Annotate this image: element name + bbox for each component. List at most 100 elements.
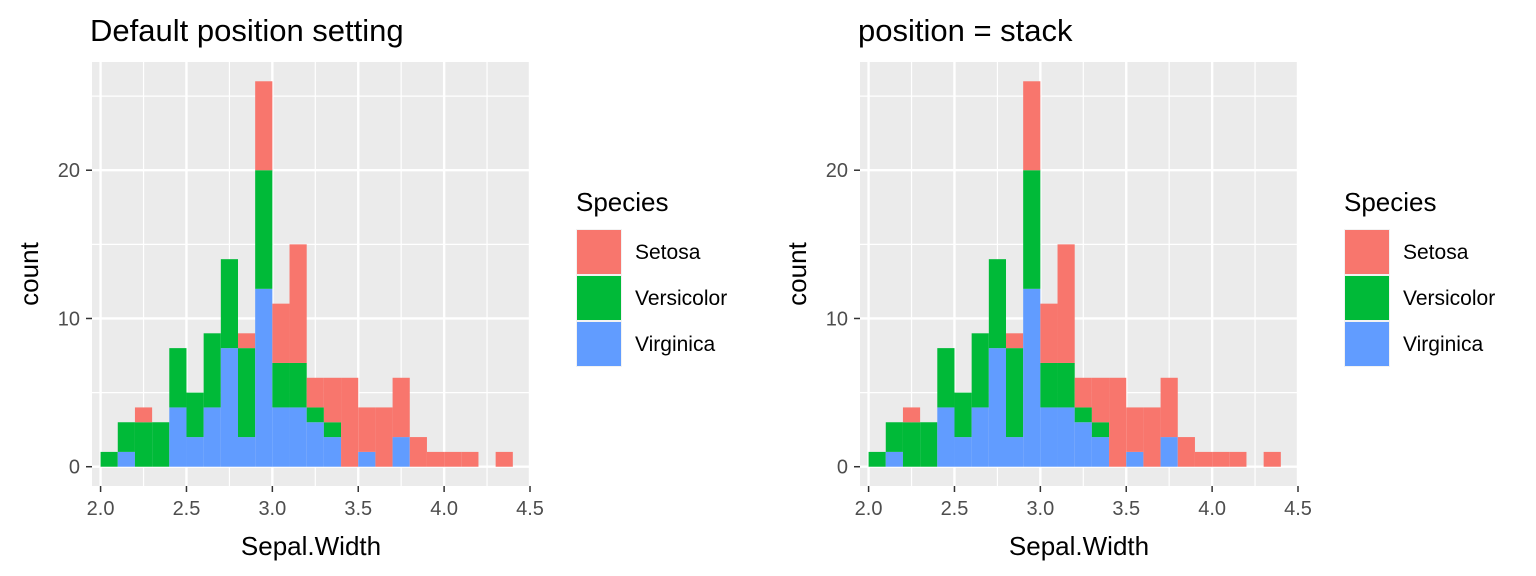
histogram-bar-virginica-3.1 bbox=[289, 407, 307, 467]
chart-title: position = stack bbox=[858, 13, 1073, 48]
legend-label-virginica: Virginica bbox=[635, 333, 715, 356]
histogram-bar-versicolor-2.4 bbox=[169, 348, 187, 408]
histogram-bar-versicolor-2.9 bbox=[1023, 170, 1041, 289]
histogram-bar-setosa-2.8 bbox=[1006, 333, 1024, 349]
y-tick-label: 10 bbox=[58, 308, 80, 330]
histogram-bar-setosa-3.8 bbox=[409, 437, 427, 467]
histogram-bar-setosa-3.4 bbox=[341, 377, 359, 467]
histogram-bar-virginica-2.4 bbox=[937, 407, 955, 467]
histogram-bar-versicolor-2.0 bbox=[868, 451, 886, 467]
histogram-bar-virginica-3.5 bbox=[1126, 451, 1144, 467]
histogram-bar-setosa-3.6 bbox=[1143, 407, 1161, 467]
histogram-bar-setosa-4.0 bbox=[1212, 451, 1230, 467]
histogram-bar-setosa-3.5 bbox=[358, 407, 376, 452]
histogram-bar-setosa-3.0 bbox=[272, 303, 290, 363]
histogram-bar-versicolor-3.2 bbox=[306, 407, 324, 423]
histogram-bar-virginica-3.2 bbox=[306, 422, 324, 467]
histogram-bar-setosa-3.1 bbox=[289, 244, 307, 363]
histogram-bar-versicolor-3.1 bbox=[1057, 362, 1075, 408]
chart-title: Default position setting bbox=[90, 13, 404, 48]
histogram-bar-virginica-3.5 bbox=[358, 451, 376, 467]
histogram-bar-versicolor-2.5 bbox=[186, 392, 204, 438]
histogram-bar-virginica-2.6 bbox=[971, 407, 989, 467]
histogram-bar-virginica-3.1 bbox=[1057, 407, 1075, 467]
histogram-bar-setosa-3.9 bbox=[1194, 451, 1213, 467]
histogram-bar-versicolor-2.5 bbox=[954, 392, 972, 438]
legend-label-virginica: Virginica bbox=[1403, 333, 1483, 356]
histogram-bar-setosa-2.2 bbox=[902, 407, 921, 423]
y-tick-label: 20 bbox=[58, 160, 80, 182]
histogram-bar-setosa-3.5 bbox=[1126, 407, 1144, 452]
chart-panel-1: 2.0 2.5 3.0 3.5 4.0 4.5 0 10 20 Default position … bbox=[14, 13, 727, 561]
histogram-bar-versicolor-2.8 bbox=[1006, 348, 1024, 438]
y-tick-label: 0 bbox=[69, 457, 80, 479]
histogram-bar-virginica-3.7 bbox=[392, 437, 410, 467]
histogram-bar-setosa-3.7 bbox=[392, 377, 410, 438]
histogram-bar-versicolor-2.6 bbox=[203, 333, 221, 408]
y-tick-label: 0 bbox=[837, 457, 848, 479]
histogram-bar-virginica-3.3 bbox=[323, 437, 342, 467]
histogram-bar-versicolor-2.2 bbox=[134, 422, 153, 467]
histogram-bar-versicolor-2.2 bbox=[902, 422, 921, 467]
legend: Species Setosa Versicolor Virginica bbox=[576, 187, 727, 367]
x-tick-label: 3.5 bbox=[344, 498, 372, 520]
histogram-bar-virginica-3.0 bbox=[1040, 407, 1058, 467]
legend-label-versicolor: Versicolor bbox=[1403, 287, 1495, 310]
histogram-bar-setosa-4.3 bbox=[495, 451, 513, 467]
legend-label-versicolor: Versicolor bbox=[635, 287, 727, 310]
legend-title: Species bbox=[1344, 187, 1437, 217]
x-tick-label: 4.0 bbox=[430, 498, 458, 520]
legend-title: Species bbox=[576, 187, 669, 217]
histogram-bar-setosa-4.1 bbox=[461, 451, 479, 467]
histogram-bar-versicolor-2.3 bbox=[152, 422, 170, 467]
y-tick-label: 20 bbox=[826, 160, 848, 182]
histogram-bar-virginica-2.5 bbox=[954, 437, 972, 467]
histogram-bar-setosa-2.9 bbox=[1023, 81, 1041, 171]
histogram-bar-virginica-2.9 bbox=[255, 288, 273, 467]
histogram-bar-virginica-2.6 bbox=[203, 407, 221, 467]
histogram-bar-versicolor-2.1 bbox=[117, 422, 135, 452]
histogram-bar-virginica-2.1 bbox=[885, 451, 903, 467]
histogram-bar-versicolor-2.8 bbox=[238, 348, 256, 438]
y-axis-title: count bbox=[782, 241, 812, 305]
histogram-bar-setosa-3.2 bbox=[1074, 377, 1092, 408]
x-tick-label: 4.0 bbox=[1198, 498, 1226, 520]
histogram-bar-virginica-2.5 bbox=[186, 437, 204, 467]
x-axis-title: Sepal.Width bbox=[1009, 531, 1149, 561]
histogram-bar-versicolor-2.1 bbox=[885, 422, 903, 452]
legend-swatch-versicolor bbox=[1345, 276, 1389, 320]
x-tick-label: 2.5 bbox=[173, 498, 201, 520]
histogram-bar-versicolor-2.0 bbox=[100, 451, 118, 467]
legend-swatch-setosa bbox=[577, 230, 621, 274]
x-tick-label: 3.0 bbox=[258, 498, 286, 520]
histogram-bar-versicolor-3.0 bbox=[1040, 362, 1058, 408]
chart-panel-2: 2.0 2.5 3.0 3.5 4.0 4.5 0 10 20 position = stack S… bbox=[782, 13, 1495, 561]
x-tick-label: 2.0 bbox=[855, 498, 883, 520]
histogram-bar-virginica-2.4 bbox=[169, 407, 187, 467]
histogram-bar-virginica-2.7 bbox=[988, 348, 1006, 467]
histogram-bar-setosa-3.8 bbox=[1177, 437, 1195, 467]
histogram-bar-setosa-3.7 bbox=[1160, 377, 1178, 438]
x-tick-label: 2.0 bbox=[87, 498, 115, 520]
histogram-bar-versicolor-2.4 bbox=[937, 348, 955, 408]
x-tick-label: 4.5 bbox=[1284, 498, 1312, 520]
histogram-bar-setosa-2.9 bbox=[255, 81, 273, 171]
histogram-bar-setosa-3.9 bbox=[426, 451, 445, 467]
histogram-bar-setosa-4.0 bbox=[444, 451, 462, 467]
histogram-bar-virginica-3.2 bbox=[1074, 422, 1092, 467]
histogram-bar-versicolor-3.2 bbox=[1074, 407, 1092, 423]
histogram-bar-virginica-2.1 bbox=[117, 451, 135, 467]
legend-swatch-virginica bbox=[577, 322, 621, 366]
histogram-bar-virginica-3.7 bbox=[1160, 437, 1178, 467]
histogram-bar-virginica-3.0 bbox=[272, 407, 290, 467]
legend-swatch-versicolor bbox=[577, 276, 621, 320]
histogram-bar-versicolor-2.7 bbox=[220, 259, 238, 349]
histogram-bar-versicolor-3.3 bbox=[323, 422, 342, 438]
histogram-bar-versicolor-2.3 bbox=[920, 422, 938, 467]
histogram-bar-setosa-2.8 bbox=[238, 333, 256, 349]
histogram-bar-setosa-3.2 bbox=[306, 377, 324, 408]
histogram-bar-versicolor-2.9 bbox=[255, 170, 273, 289]
x-axis-title: Sepal.Width bbox=[241, 531, 381, 561]
legend-label-setosa: Setosa bbox=[1403, 241, 1469, 264]
